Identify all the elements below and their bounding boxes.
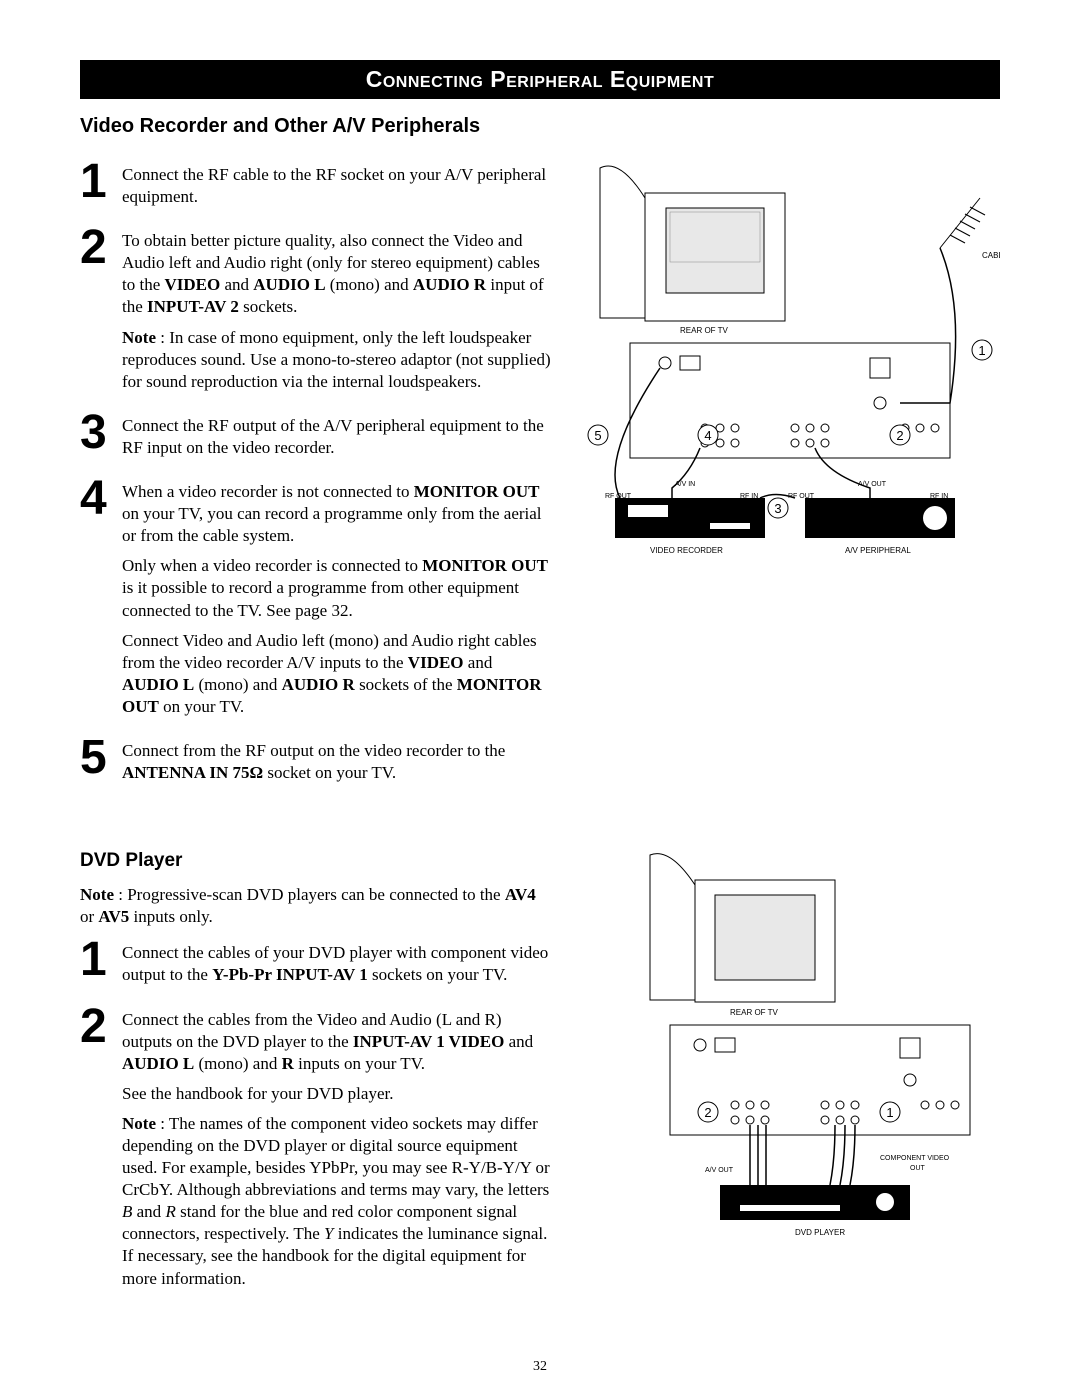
section1-title: Video Recorder and Other A/V Peripherals (80, 115, 1000, 138)
label-rear-tv: REAR OF TV (680, 326, 729, 335)
video-recorder-box (615, 498, 765, 538)
label-cable: CABLE (982, 251, 1000, 260)
step-number: 1 (80, 936, 114, 994)
step-4: 4 When a video recorder is not connected… (80, 475, 552, 726)
step-text: Connect the cables of your DVD player wi… (122, 942, 552, 986)
step-text: Connect the cables from the Video and Au… (122, 1009, 552, 1075)
step-body: Connect the cables from the Video and Au… (122, 1003, 552, 1298)
callout-1: 1 (978, 343, 985, 358)
step-text: To obtain better picture quality, also c… (122, 230, 552, 318)
step-2: 2 To obtain better picture quality, also… (80, 224, 552, 401)
section2-title: DVD Player (80, 850, 552, 872)
label-component-out: OUT (910, 1165, 926, 1172)
page: Connecting Peripheral Equipment Video Re… (0, 0, 1080, 1397)
dvd-step-1: 1 Connect the cables of your DVD player … (80, 936, 552, 994)
note: Note : In case of mono equipment, only t… (122, 327, 552, 393)
label-video-recorder: VIDEO RECORDER (650, 546, 723, 555)
step-body: Connect the cables of your DVD player wi… (122, 936, 552, 994)
step-text: Connect the RF cable to the RF socket on… (122, 164, 552, 208)
step-1: 1 Connect the RF cable to the RF socket … (80, 158, 552, 216)
section2-intro: Note : Progressive-scan DVD players can … (80, 884, 552, 928)
label-rf-in-2: RF IN (930, 493, 948, 500)
label-av-out-2: A/V OUT (705, 1167, 734, 1174)
step-number: 2 (80, 1003, 114, 1298)
label-rf-in: RF IN (740, 493, 758, 500)
step-3: 3 Connect the RF output of the A/V perip… (80, 409, 552, 467)
step-text: Connect from the RF output on the video … (122, 740, 552, 784)
step-text: When a video recorder is not connected t… (122, 481, 552, 547)
section2-columns: DVD Player Note : Progressive-scan DVD p… (80, 850, 1000, 1306)
callout-d2-2: 2 (704, 1105, 711, 1120)
diagram-2-svg: REAR OF TV (570, 850, 1000, 1240)
step-number: 4 (80, 475, 114, 726)
step-number: 2 (80, 224, 114, 401)
note: Note : The names of the component video … (122, 1113, 552, 1290)
callout-d2-1: 1 (886, 1105, 893, 1120)
step-number: 1 (80, 158, 114, 216)
section2: DVD Player Note : Progressive-scan DVD p… (80, 850, 1000, 1306)
callout-4: 4 (704, 428, 711, 443)
step-number: 5 (80, 734, 114, 792)
step-body: Connect the RF output of the A/V periphe… (122, 409, 552, 467)
note: Connect Video and Audio left (mono) and … (122, 630, 552, 718)
diagram-2: REAR OF TV (570, 850, 1000, 1245)
step-text: Connect the RF output of the A/V periphe… (122, 415, 552, 459)
step-body: When a video recorder is not connected t… (122, 475, 552, 726)
callout-2: 2 (896, 428, 903, 443)
step-body: Connect from the RF output on the video … (122, 734, 552, 792)
page-number: 32 (0, 1359, 1080, 1375)
label-dvd-player: DVD PLAYER (795, 1228, 845, 1237)
step-5: 5 Connect from the RF output on the vide… (80, 734, 552, 792)
section-header: Connecting Peripheral Equipment (80, 60, 1000, 99)
note: See the handbook for your DVD player. (122, 1083, 552, 1105)
section2-text: DVD Player Note : Progressive-scan DVD p… (80, 850, 552, 1306)
step-number: 3 (80, 409, 114, 467)
note: Only when a video recorder is connected … (122, 555, 552, 621)
label-av-peripheral: A/V PERIPHERAL (845, 546, 911, 555)
label-rear-tv-2: REAR OF TV (730, 1008, 779, 1017)
callout-3: 3 (774, 501, 781, 516)
step-body: Connect the RF cable to the RF socket on… (122, 158, 552, 216)
section1-columns: 1 Connect the RF cable to the RF socket … (80, 158, 1000, 800)
dvd-step-2: 2 Connect the cables from the Video and … (80, 1003, 552, 1298)
diagram-1-svg: CABLE REAR OF TV (570, 158, 1000, 568)
diagram-1: CABLE REAR OF TV (570, 158, 1000, 573)
step-body: To obtain better picture quality, also c… (122, 224, 552, 401)
section1-text: 1 Connect the RF cable to the RF socket … (80, 158, 552, 800)
callout-5: 5 (594, 428, 601, 443)
label-component-video-out: COMPONENT VIDEO (880, 1155, 950, 1162)
